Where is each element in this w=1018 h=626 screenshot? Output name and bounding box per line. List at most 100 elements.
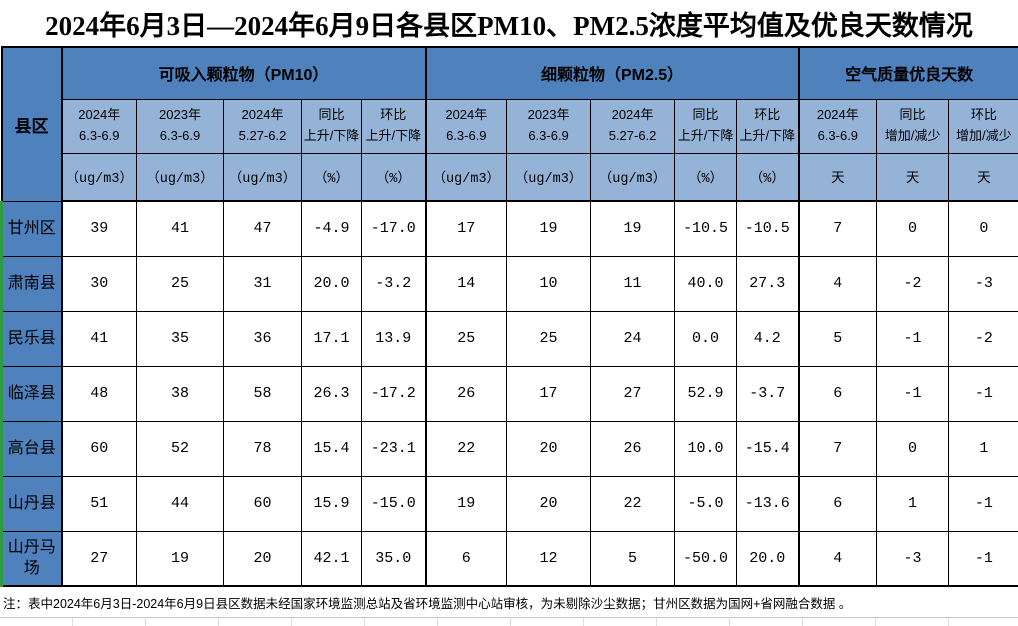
data-cell: 4 (798, 530, 878, 587)
data-cell: 36 (223, 310, 302, 367)
col-header: 2023年 6.3-6.9 (136, 98, 224, 154)
row-label-county: 山丹县 (0, 475, 63, 532)
data-cell: 11 (590, 255, 676, 312)
data-cell: 6 (798, 365, 878, 422)
data-cell: -3 (948, 255, 1018, 312)
data-cell: 25 (425, 310, 508, 367)
data-cell: 4.2 (736, 310, 800, 367)
unit-cell: 天 (798, 152, 878, 202)
data-cell: -50.0 (674, 530, 738, 587)
data-cell: 1 (948, 420, 1018, 477)
group-header-pm10: 可吸入颗粒物（PM10） (60, 46, 427, 100)
table-row: 民乐县 41 35 36 17.1 13.9 25 25 24 0.0 4.2 5 -1 -2 (0, 310, 1018, 367)
data-cell: -15.4 (736, 420, 800, 477)
data-cell: -17.2 (360, 365, 427, 422)
row-label-county: 山丹马场 (0, 530, 63, 587)
unit-cell: （ug/m3） (425, 152, 508, 202)
table-row: 山丹县 51 44 60 15.9 -15.0 19 20 22 -5.0 -13.6 6 1 -1 (0, 475, 1018, 532)
table-row: 甘州区 39 41 47 -4.9 -17.0 17 19 19 -10.5 -10.5 7 0 0 (0, 200, 1018, 257)
period-header-row: 2024年 6.3-6.9 2023年 6.3-6.9 2024年 5.27-6.2 … (2, 98, 1018, 154)
data-cell: 4 (798, 255, 878, 312)
data-cell: 26 (590, 420, 676, 477)
data-cell: 78 (223, 420, 302, 477)
col-header: 2024年 6.3-6.9 (425, 98, 508, 154)
data-cell: 20 (506, 475, 592, 532)
unit-cell: （%） (674, 152, 738, 202)
col-header: 环比 上升/下降 (360, 98, 427, 154)
data-cell: 5 (590, 530, 676, 587)
col-header: 环比 增加/减少 (948, 98, 1018, 154)
unit-cell: （%） (360, 152, 427, 202)
data-cell: -17.0 (360, 200, 427, 257)
data-cell: 52.9 (674, 365, 738, 422)
table-row: 肃南县 30 25 31 20.0 -3.2 14 10 11 40.0 27.3 4 -2 -3 (0, 255, 1018, 312)
data-cell: 20 (223, 530, 302, 587)
row-label-county: 高台县 (0, 420, 63, 477)
row-label-county: 肃南县 (0, 255, 63, 312)
data-cell: 19 (136, 530, 224, 587)
corner-header-county: 县区 (1, 46, 63, 202)
data-cell: 42.1 (301, 530, 362, 587)
group-header-good-days: 空气质量优良天数 (798, 46, 1018, 100)
data-cell: 13.9 (360, 310, 427, 367)
col-header: 2024年 6.3-6.9 (61, 98, 137, 154)
col-header: 2024年 5.27-6.2 (223, 98, 302, 154)
data-cell: 0.0 (674, 310, 738, 367)
data-cell: 0 (948, 200, 1018, 257)
report-title: 2024年6月3日—2024年6月9日各县区PM10、PM2.5浓度平均值及优良… (45, 10, 973, 41)
data-cell: -10.5 (674, 200, 738, 257)
data-cell: -3.2 (360, 255, 427, 312)
data-cell: 12 (506, 530, 592, 587)
data-cell: 1 (876, 475, 950, 532)
unit-cell: （%） (736, 152, 800, 202)
col-header: 同比 增加/减少 (876, 98, 950, 154)
data-cell: -1 (948, 365, 1018, 422)
data-cell: 5 (798, 310, 878, 367)
pollution-table: 县区 可吸入颗粒物（PM10） 细颗粒物（PM2.5） 空气质量优良天数 202… (0, 46, 1018, 587)
data-cell: 30 (61, 255, 137, 312)
unit-cell: 天 (876, 152, 950, 202)
col-header: 2023年 6.3-6.9 (506, 98, 592, 154)
data-cell: 47 (223, 200, 302, 257)
data-cell: 20.0 (301, 255, 362, 312)
data-cell: 27.3 (736, 255, 800, 312)
table-body: 甘州区 39 41 47 -4.9 -17.0 17 19 19 -10.5 -10.5 7 0 0 肃南县… (0, 200, 1018, 587)
row-label-county: 临泽县 (0, 365, 63, 422)
data-cell: 6 (798, 475, 878, 532)
data-cell: -2 (948, 310, 1018, 367)
data-cell: 27 (590, 365, 676, 422)
unit-cell: （ug/m3） (590, 152, 676, 202)
data-cell: 14 (425, 255, 508, 312)
data-cell: 25 (506, 310, 592, 367)
col-header: 同比 上升/下降 (674, 98, 738, 154)
data-cell: 24 (590, 310, 676, 367)
col-header: 2024年 5.27-6.2 (590, 98, 676, 154)
col-header: 环比 上升/下降 (736, 98, 800, 154)
data-cell: 26.3 (301, 365, 362, 422)
row-label-county: 甘州区 (0, 200, 63, 257)
data-cell: 41 (136, 200, 224, 257)
data-cell: 15.4 (301, 420, 362, 477)
data-cell: 20 (506, 420, 592, 477)
data-cell: 7 (798, 200, 878, 257)
data-cell: 48 (61, 365, 137, 422)
data-cell: 35 (136, 310, 224, 367)
data-cell: 52 (136, 420, 224, 477)
data-cell: -23.1 (360, 420, 427, 477)
data-cell: 17.1 (301, 310, 362, 367)
footnote: 注：表中2024年6月3日-2024年6月9日县区数据未经国家环境监测总站及省环… (3, 596, 852, 611)
group-header-pm25: 细颗粒物（PM2.5） (425, 46, 800, 100)
data-cell: 10.0 (674, 420, 738, 477)
data-cell: 60 (223, 475, 302, 532)
data-cell: 25 (136, 255, 224, 312)
data-cell: -1 (876, 310, 950, 367)
units-header-row: （ug/m3） （ug/m3） （ug/m3） （%） （%） （ug/m3） … (2, 152, 1018, 202)
data-cell: 58 (223, 365, 302, 422)
group-header-row: 县区 可吸入颗粒物（PM10） 细颗粒物（PM2.5） 空气质量优良天数 (1, 46, 1018, 202)
data-cell: -1 (948, 530, 1018, 587)
unit-cell: （ug/m3） (506, 152, 592, 202)
data-cell: 0 (876, 420, 950, 477)
data-cell: -3.7 (736, 365, 800, 422)
data-cell: 40.0 (674, 255, 738, 312)
data-cell: 17 (506, 365, 592, 422)
